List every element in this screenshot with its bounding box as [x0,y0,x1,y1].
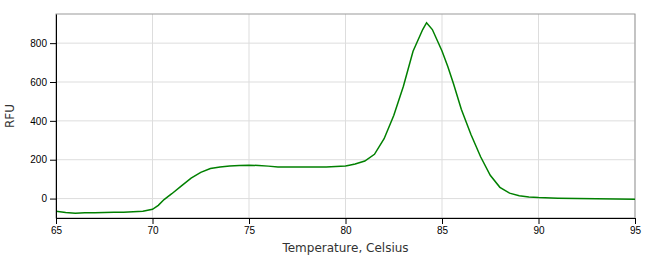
x-grid-line [538,14,539,218]
x-tick-label: 75 [244,225,256,236]
y-tick-mark [50,82,56,83]
x-tick: 75 [244,218,256,236]
x-tick: 65 [51,218,63,236]
chart: 65 70 75 80 85 90 95 0 200 400 600 800 Temperature, … [0,0,653,260]
y-tick-label: 800 [30,38,47,49]
y-grid-line [56,120,635,121]
x-tick: 95 [630,218,642,236]
x-tick-label: 80 [340,225,352,236]
y-axis-title: RFU [3,104,17,128]
x-tick-mark [56,218,57,224]
x-grid-line [249,14,250,218]
x-tick-label: 95 [630,225,642,236]
y-tick: 400 [30,116,56,127]
x-tick-label: 85 [437,225,449,236]
y-tick-mark [50,121,56,122]
y-grid-line [56,43,635,44]
plot-area: 65 70 75 80 85 90 95 0 200 400 600 800 [30,14,641,236]
line [56,23,635,213]
y-tick-label: 200 [30,154,47,165]
x-axis-title: Temperature, Celsius [281,241,408,255]
y-tick: 0 [41,193,56,204]
x-tick-mark [249,218,250,224]
grid [56,14,635,218]
x-tick: 90 [533,218,545,236]
x-tick: 70 [147,218,159,236]
x-tick-mark [346,218,347,224]
x-tick: 85 [437,218,449,236]
y-axis-line [56,15,57,219]
x-tick-mark [442,218,443,224]
x-tick-mark [539,218,540,224]
x-tick-mark [635,218,636,224]
y-tick-mark [50,43,56,44]
y-axis: 0 200 400 600 800 [30,15,56,219]
y-tick-mark [50,199,56,200]
x-axis: 65 70 75 80 85 90 95 [51,218,642,236]
y-grid-line [56,82,635,83]
y-grid-line [56,159,635,160]
y-tick-label: 0 [41,193,47,204]
x-tick-mark [153,218,154,224]
y-tick-label: 400 [30,116,47,127]
x-grid-line [345,14,346,218]
marks [56,23,635,213]
y-tick-mark [50,160,56,161]
y-tick: 800 [30,38,56,49]
plot-frame [56,14,635,218]
x-grid-line [442,14,443,218]
x-grid-line [152,14,153,218]
y-tick: 600 [30,77,56,88]
y-tick: 200 [30,154,56,165]
x-tick: 80 [340,218,352,236]
x-tick-label: 65 [51,225,63,236]
x-tick-label: 90 [533,225,545,236]
x-tick-label: 70 [147,225,159,236]
y-tick-label: 600 [30,77,47,88]
